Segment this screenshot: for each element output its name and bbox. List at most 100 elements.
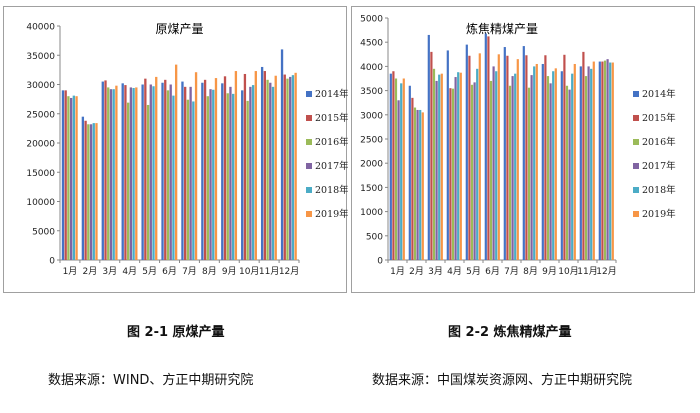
legend-swatch (633, 163, 639, 169)
bar (229, 86, 232, 260)
bar (435, 80, 438, 260)
bar (476, 68, 479, 260)
bar (263, 71, 267, 260)
x-tick-label: 9月 (222, 266, 237, 277)
bar (451, 88, 455, 260)
y-tick-label: 20000 (26, 140, 55, 150)
bar (601, 61, 604, 261)
y-tick-label: 1500 (360, 184, 383, 194)
bar (516, 59, 519, 260)
bar (155, 76, 158, 261)
bar (484, 33, 487, 260)
bar (104, 80, 107, 260)
x-tick-label: 11月 (577, 266, 597, 277)
legend-label: 2019年 (315, 208, 348, 220)
legend-label: 2017年 (315, 160, 348, 172)
y-tick-label: 4500 (360, 39, 383, 49)
bar (563, 54, 566, 261)
x-tick-label: 12月 (596, 266, 616, 277)
bar (149, 84, 152, 260)
bar (470, 84, 474, 261)
y-tick-label: 1000 (360, 208, 383, 218)
bar (206, 96, 209, 260)
legend-swatch (633, 187, 639, 193)
legend-swatch (306, 211, 312, 217)
bar (226, 93, 229, 261)
bar (438, 74, 441, 261)
x-tick-label: 7月 (504, 266, 519, 277)
bar (541, 63, 544, 261)
legend-swatch (306, 163, 312, 169)
legend-swatch (633, 211, 639, 217)
x-tick-label: 7月 (182, 266, 197, 277)
x-tick-label: 10月 (558, 266, 578, 277)
bar (497, 54, 500, 260)
bar (582, 51, 585, 260)
bar (283, 74, 286, 261)
bar (241, 90, 244, 260)
bar (590, 68, 593, 260)
legend-label: 2015年 (315, 112, 348, 124)
legend-label: 2018年 (642, 184, 676, 196)
y-tick-label: 0 (49, 257, 55, 267)
bar (440, 73, 443, 260)
legend-label: 2017年 (642, 160, 676, 172)
bar (254, 71, 257, 260)
bar (232, 93, 235, 260)
raw-coal-chart: 原煤产量 0 5000 10000 15000 20000 25000 30000 35000 4… (26, 22, 348, 277)
coking-coal-chart-panel: 炼焦精煤产量 0 500 1000 1500 2000 2500 3000 3500 4000 45… (351, 6, 695, 293)
y-tick-label: 40000 (26, 23, 55, 33)
bar (280, 49, 284, 261)
bar (430, 51, 433, 260)
y-tick-label: 2000 (360, 160, 383, 170)
bar (260, 66, 264, 260)
bar (416, 109, 419, 261)
bar (146, 104, 150, 260)
bar (266, 79, 269, 260)
bar (294, 72, 297, 260)
legend-swatch (633, 115, 639, 121)
x-tick-label: 4月 (122, 266, 137, 277)
x-tick-label: 3月 (428, 266, 443, 277)
bar (459, 72, 462, 260)
bar (389, 73, 392, 260)
bar (172, 95, 175, 261)
bar (161, 82, 164, 261)
bar (81, 116, 85, 260)
bar (132, 88, 135, 260)
bar (269, 82, 272, 261)
bar (274, 75, 277, 260)
bar (598, 61, 601, 261)
bar (184, 86, 187, 260)
bar (289, 76, 292, 261)
bar (421, 112, 424, 260)
bar (234, 71, 238, 260)
y-tick-label: 500 (366, 232, 383, 242)
bar (454, 77, 457, 260)
bar (554, 68, 557, 260)
bar (246, 100, 249, 260)
bar (400, 83, 403, 260)
legend-swatch (306, 91, 312, 97)
bar (609, 62, 612, 260)
bar (552, 71, 555, 261)
bar (84, 120, 87, 261)
bar (201, 82, 204, 261)
bar (87, 124, 90, 260)
bar (221, 83, 224, 260)
bar (397, 100, 400, 260)
bar (75, 96, 78, 260)
bar (109, 89, 113, 261)
legend-swatch (633, 91, 639, 97)
bar (169, 84, 172, 260)
bar (192, 101, 195, 260)
bar (584, 76, 588, 260)
bar (209, 89, 212, 261)
bar (503, 47, 506, 260)
bar (67, 96, 70, 260)
bar (64, 90, 67, 260)
bar (419, 109, 422, 261)
bar (107, 87, 110, 260)
bar (527, 87, 531, 260)
bar (243, 73, 247, 260)
